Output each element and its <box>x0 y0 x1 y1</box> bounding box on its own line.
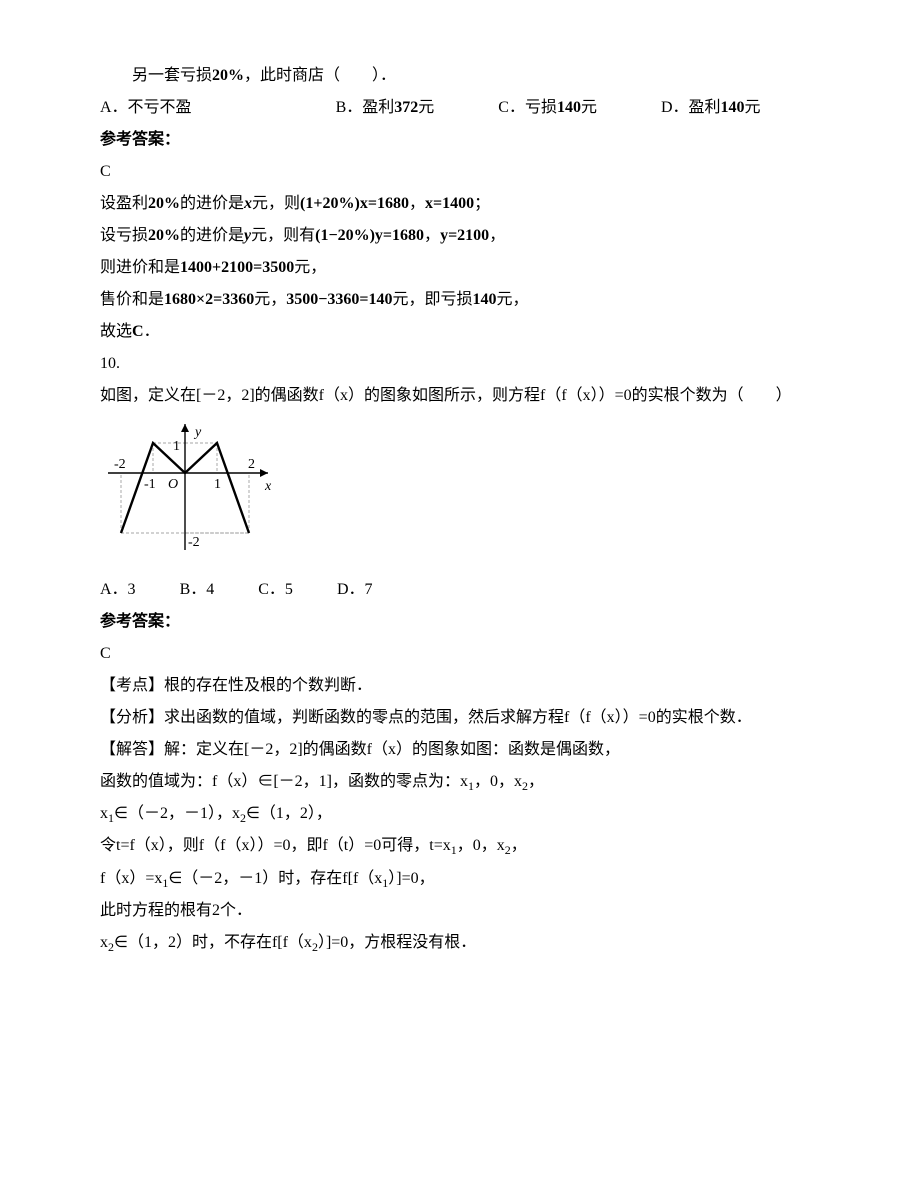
q10-opt-a: A．3 <box>100 581 136 598</box>
origin-label: O <box>168 477 178 492</box>
y-axis-label: y <box>193 425 202 440</box>
q10-opt-b: B．4 <box>180 581 215 598</box>
q9-stem: 另一套亏损20%，此时商店（ ）． <box>100 60 850 92</box>
q10-solve-7: x2∈（1，2）时，不存在f[f（x2）]=0，方根程没有根． <box>100 927 850 959</box>
q10-options: A．3 B．4 C．5 D．7 <box>100 574 850 606</box>
q9-stem-tail: ，此时商店（ ）． <box>244 67 396 84</box>
q9-stem-part1: 另一套亏损 <box>132 67 212 84</box>
q9-expl-1: 设盈利20%的进价是x元，则(1+20%)x=1680，x=1400； <box>100 188 850 220</box>
q9-expl-3: 则进价和是1400+2100=3500元， <box>100 252 850 284</box>
q10-solve-4: 令t=f（x），则f（f（x））=0，即f（t）=0可得，t=x1，0，x2， <box>100 830 850 862</box>
q9-opt-a: A．不亏不盈 <box>100 99 192 116</box>
q9-expl-5: 故选C． <box>100 316 850 348</box>
q10-opt-c: C．5 <box>258 581 293 598</box>
xtick-pos2: 2 <box>248 457 255 472</box>
q9-answer: C <box>100 156 850 188</box>
q9-opt-d: D．盈利140元 <box>661 99 761 116</box>
q10-exam-point: 【考点】根的存在性及根的个数判断． <box>100 670 850 702</box>
q10-number: 10. <box>100 348 850 380</box>
q10-solve-6: 此时方程的根有2个． <box>100 895 850 927</box>
xtick-neg1: -1 <box>144 477 156 492</box>
graph-svg: y x O -2 -1 1 2 1 -2 <box>100 418 280 568</box>
q10-solve-3: x1∈（－2，－1），x2∈（1，2）， <box>100 798 850 830</box>
q9-opt-c: C．亏损140元 <box>498 99 597 116</box>
xtick-pos1: 1 <box>214 477 221 492</box>
q10-answer: C <box>100 638 850 670</box>
q9-expl-2: 设亏损20%的进价是y元，则有(1−20%)y=1680，y=2100， <box>100 220 850 252</box>
q10-analysis: 【分析】求出函数的值域，判断函数的零点的范围，然后求解方程f（f（x））=0的实… <box>100 702 850 734</box>
q9-opt-b: B．盈利372元 <box>336 99 435 116</box>
q9-loss-pct: 20% <box>212 67 244 84</box>
q10-answer-label: 参考答案： <box>100 606 850 638</box>
xtick-neg2: -2 <box>114 457 126 472</box>
q10-opt-d: D．7 <box>337 581 373 598</box>
q10-solve-2: 函数的值域为：f（x）∈[－2，1]，函数的零点为：x1，0，x2， <box>100 766 850 798</box>
q10-stem: 如图，定义在[－2，2]的偶函数f（x）的图象如图所示，则方程f（f（x））=0… <box>100 380 850 412</box>
q10-solve-5: f（x）=x1∈（－2，－1）时，存在f[f（x1）]=0， <box>100 863 850 895</box>
q9-options: A．不亏不盈 B．盈利372元 C．亏损140元 D．盈利140元 <box>100 92 850 124</box>
q10-figure: y x O -2 -1 1 2 1 -2 <box>100 418 850 568</box>
q9-expl-4: 售价和是1680×2=3360元，3500−3360=140元，即亏损140元， <box>100 284 850 316</box>
x-axis-label: x <box>264 479 272 494</box>
q9-answer-label: 参考答案： <box>100 124 850 156</box>
q10-solve-1: 【解答】解：定义在[－2，2]的偶函数f（x）的图象如图：函数是偶函数， <box>100 734 850 766</box>
ytick-pos1: 1 <box>173 439 180 454</box>
ytick-neg2: -2 <box>188 535 200 550</box>
